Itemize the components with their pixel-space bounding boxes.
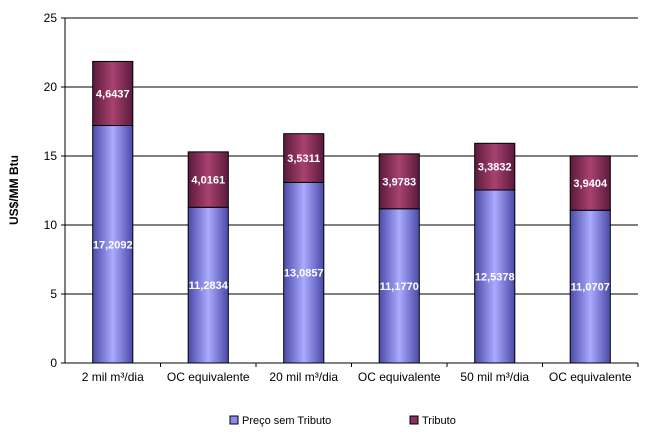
data-label: 3,3832 [478,162,512,174]
legend-label: Preço sem Tributo [242,415,331,427]
bar-segment [187,206,229,364]
data-label: 3,9404 [573,178,608,190]
y-tick-label: 20 [44,80,58,94]
x-tick-label: 20 mil m³/dia [269,370,338,384]
data-label: 3,9783 [382,176,416,188]
data-label: 11,2834 [189,280,229,292]
data-labels: 17,2092 4,6437 11,2834 4,0161 13,0857 3,5311 1… [93,88,610,293]
data-label: 11,0707 [571,282,610,294]
x-tick-label: 50 mil m³/dia [460,370,529,384]
y-axis-label: US$/MM Btu [7,155,21,225]
legend-label: Tributo [422,415,456,427]
data-label: 13,0857 [284,268,324,280]
y-tick-label: 10 [44,218,58,232]
bars [92,60,611,364]
bar-segment [92,60,134,127]
data-label: 17,2092 [93,239,133,251]
bar-segment [378,153,420,210]
bar-segment [283,133,325,183]
x-tick-label: OC equivalente [358,370,441,384]
data-label: 3,5311 [287,153,320,165]
bar-segment [378,208,420,364]
data-label: 12,5378 [475,271,515,283]
bar-segment [92,125,134,364]
x-tick-label: 2 mil m³/dia [82,370,144,384]
bar-segment [474,189,516,364]
data-label: 4,0161 [191,175,225,187]
bar-segment [283,181,325,364]
x-tick-label: OC equivalente [549,370,632,384]
data-label: 11,1770 [380,281,419,293]
y-tick-label: 0 [50,356,57,370]
y-tick-label: 5 [50,287,57,301]
bar-segment [474,142,516,191]
axes: 0 5 10 15 20 25 2 mil m³/dia OC equivalente 20 m… [44,11,639,384]
legend-swatch [229,415,239,425]
y-tick-label: 25 [44,11,58,25]
data-label: 4,6437 [96,88,130,100]
gridlines [65,17,638,295]
bar-segment [187,151,229,208]
y-tick-label: 15 [44,149,58,163]
bar-segment [569,155,611,211]
legend: Preço sem Tributo Tributo [229,415,456,427]
legend-swatch [409,415,419,425]
x-tick-label: OC equivalente [167,370,250,384]
